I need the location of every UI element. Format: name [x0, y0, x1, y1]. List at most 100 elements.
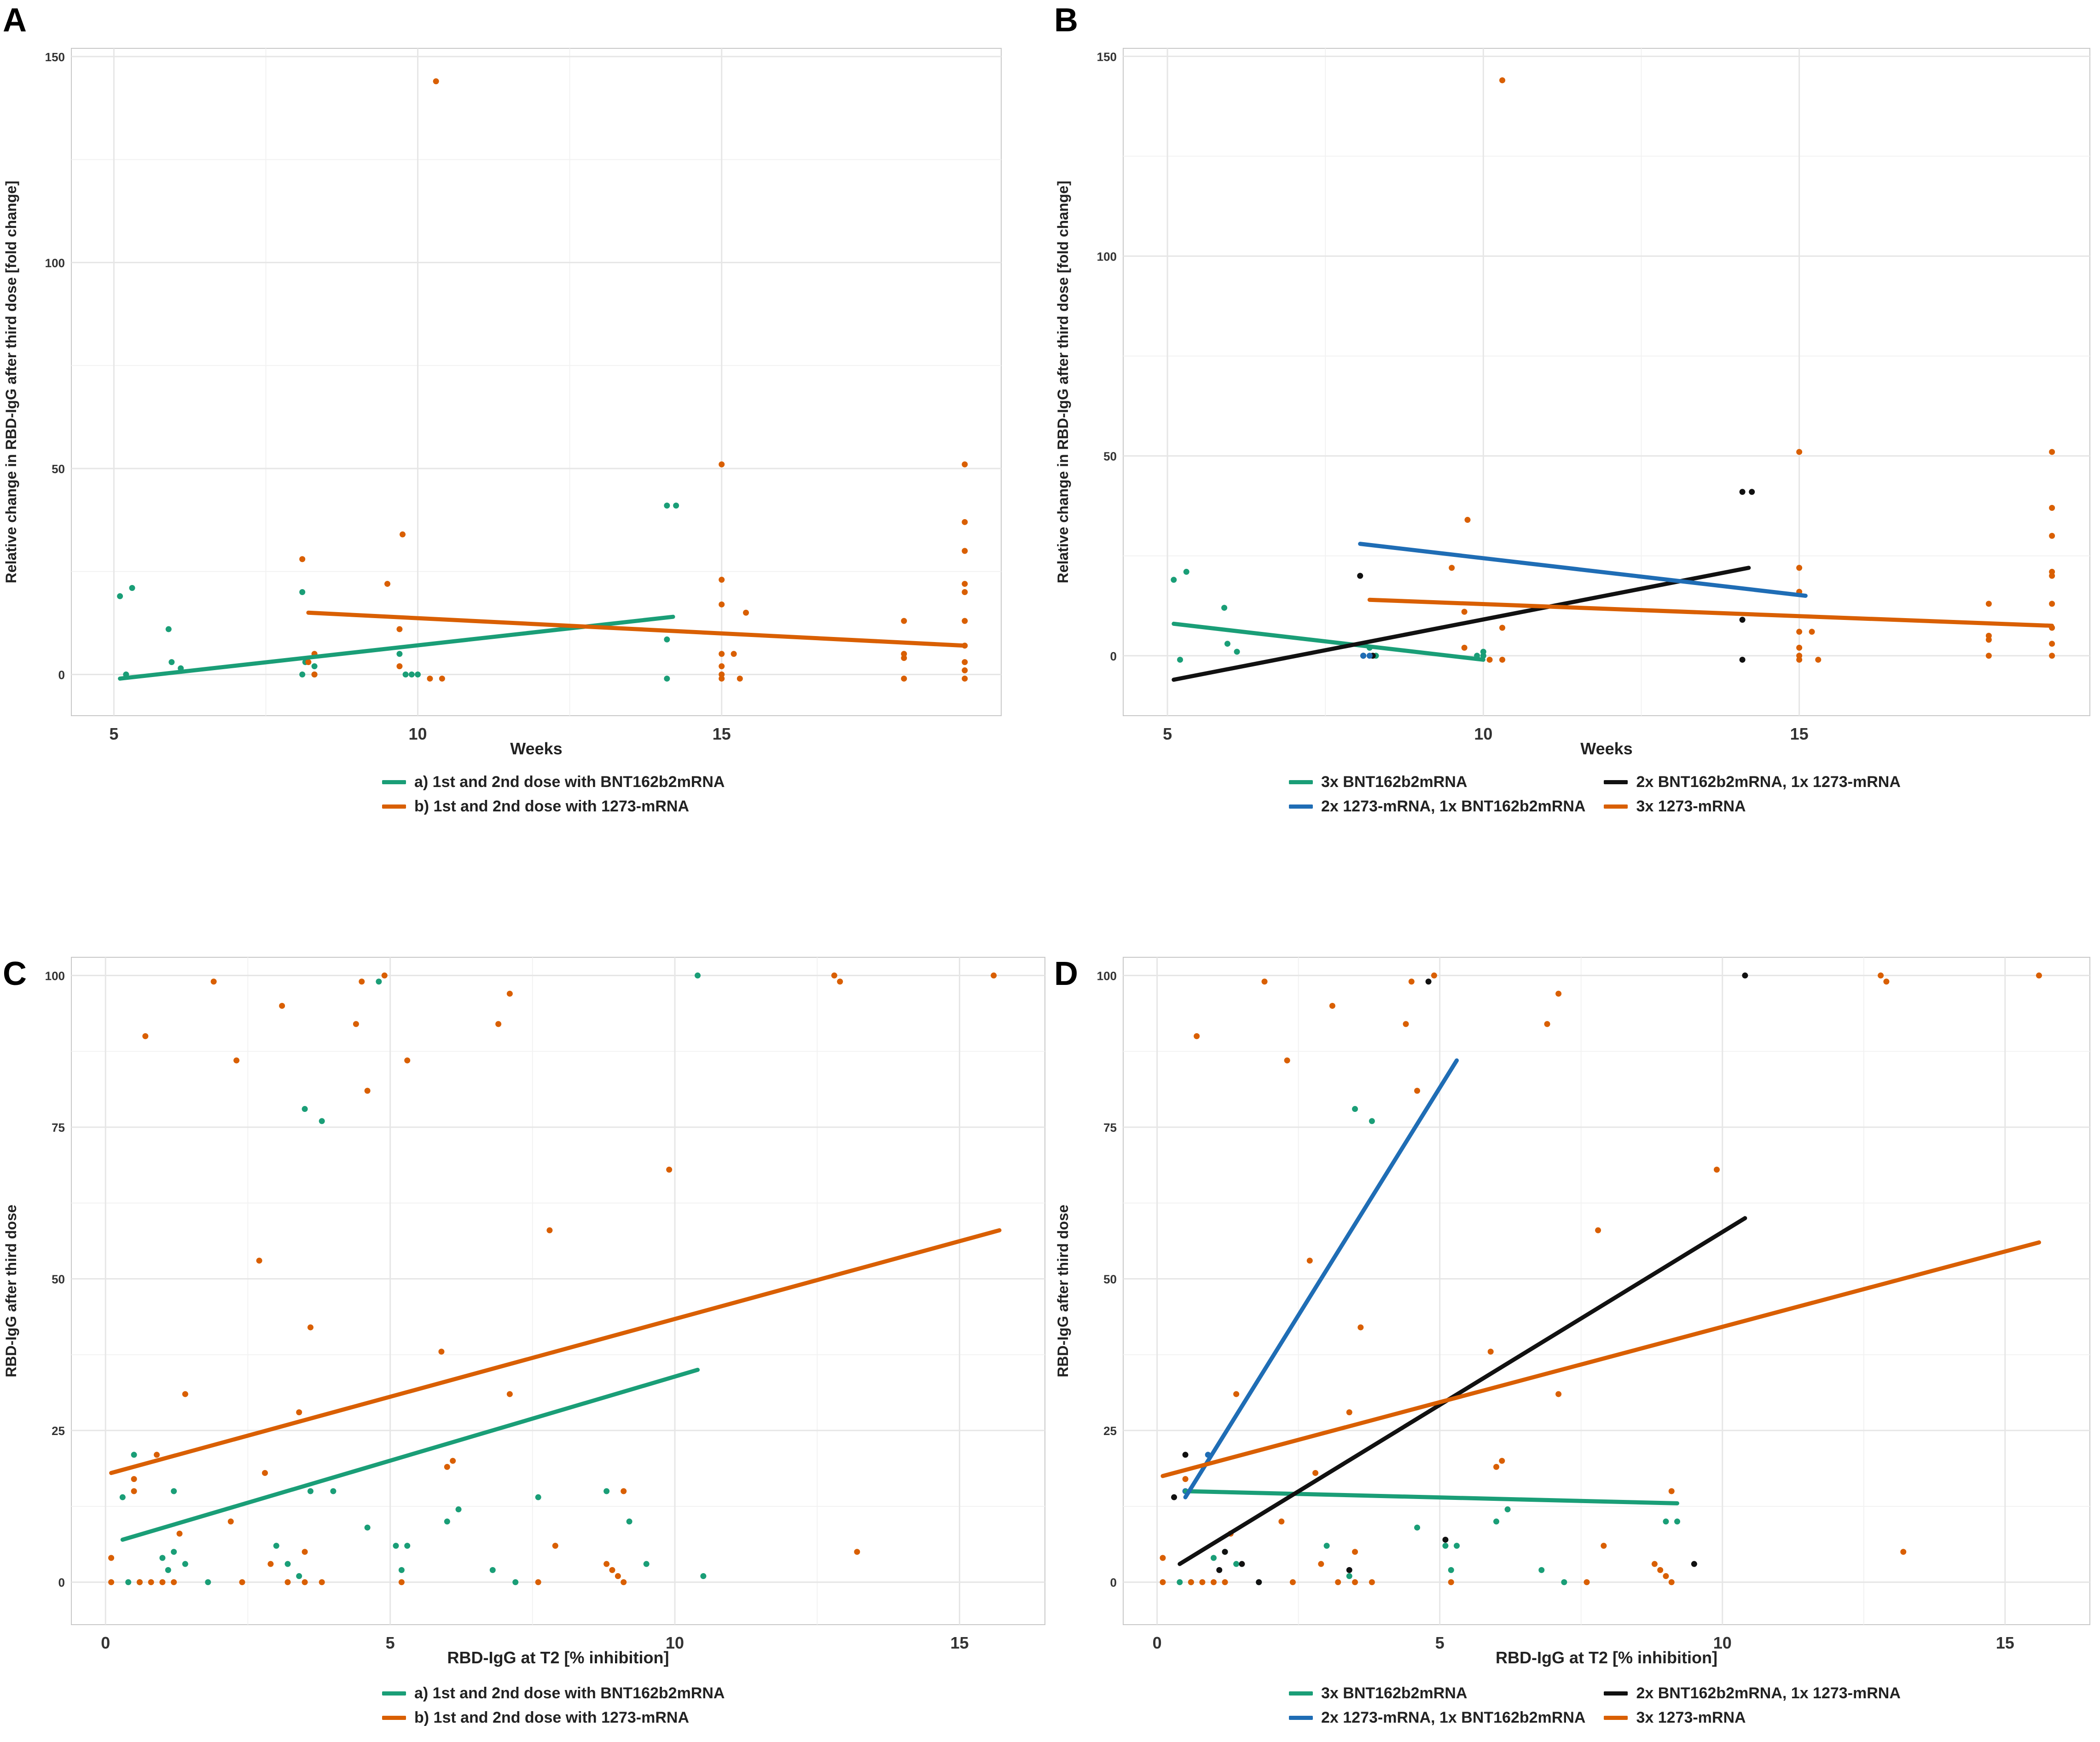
data-point: [1352, 1106, 1358, 1112]
data-point: [831, 972, 837, 979]
data-point: [1360, 653, 1367, 659]
data-point: [615, 1573, 621, 1580]
data-point: [621, 1579, 627, 1586]
data-point: [396, 663, 403, 670]
y-tick-label: 25: [1103, 1424, 1117, 1438]
data-point: [439, 675, 445, 682]
legend-item: b) 1st and 2nd dose with 1273-mRNA: [382, 1709, 725, 1727]
data-point: [1713, 1166, 1720, 1173]
data-point: [2049, 601, 2055, 607]
x-tick-label: 0: [101, 1633, 110, 1652]
data-point: [165, 626, 172, 632]
data-point: [1561, 1579, 1567, 1586]
legend-label: 2x BNT162b2mRNA, 1x 1273-mRNA: [1636, 1684, 1901, 1702]
legend-label: 2x 1273-mRNA, 1x BNT162b2mRNA: [1321, 798, 1586, 815]
data-point: [396, 651, 403, 657]
data-point: [962, 461, 968, 468]
y-tick-label: 0: [58, 1576, 65, 1590]
data-point: [2036, 972, 2042, 979]
legend-label: 3x 1273-mRNA: [1636, 798, 1746, 815]
legend-label: 3x BNT162b2mRNA: [1321, 1684, 1468, 1702]
data-point: [1346, 1409, 1352, 1416]
data-point: [284, 1579, 291, 1586]
legend-item: 2x BNT162b2mRNA, 1x 1273-mRNA: [1604, 1684, 1901, 1702]
data-point: [1160, 1555, 1166, 1561]
data-point: [1544, 1021, 1550, 1027]
data-point: [296, 1573, 302, 1580]
data-point: [506, 990, 513, 997]
data-point: [1323, 1543, 1330, 1549]
y-tick-label: 100: [1097, 249, 1117, 263]
data-point: [2049, 532, 2055, 539]
data-point: [1346, 1573, 1352, 1580]
data-point: [1796, 656, 1803, 663]
data-point: [353, 1021, 359, 1027]
x-axis-title: RBD-IgG at T2 [% inhibition]: [1496, 1648, 1717, 1667]
data-point: [643, 1561, 650, 1567]
chart-panel-c: 0 5 10 15 0 25 50 75 100 RBD-IgG at T2 [% inhibit…: [3, 957, 1045, 1667]
data-point: [1584, 1579, 1590, 1586]
data-point: [319, 1118, 325, 1124]
data-point: [2049, 573, 2055, 579]
data-point: [1177, 656, 1183, 663]
data-point: [427, 675, 433, 682]
y-tick-label: 25: [52, 1424, 65, 1438]
x-tick-label: 5: [1435, 1633, 1444, 1652]
data-point: [433, 78, 439, 85]
data-point: [1222, 1549, 1228, 1555]
data-point: [393, 1543, 399, 1549]
regression-line: [1358, 542, 1808, 598]
data-point: [108, 1555, 115, 1561]
legend-swatch: [1604, 1716, 1628, 1720]
data-point: [1674, 1518, 1681, 1525]
data-point: [1985, 653, 1992, 659]
data-point: [1499, 1458, 1505, 1464]
data-point: [1448, 1579, 1454, 1586]
data-point: [376, 978, 382, 985]
data-point: [1796, 644, 1803, 651]
data-point: [1448, 1567, 1454, 1573]
data-point: [1216, 1567, 1223, 1573]
x-axis-title: RBD-IgG at T2 [% inhibition]: [447, 1648, 669, 1667]
data-point: [1425, 978, 1432, 985]
data-point: [837, 978, 843, 985]
data-point: [1815, 656, 1822, 663]
x-tick-label: 5: [109, 724, 118, 743]
data-point: [205, 1579, 211, 1586]
data-point: [1663, 1518, 1669, 1525]
data-point: [108, 1579, 115, 1586]
data-point: [719, 577, 725, 583]
data-point: [1210, 1579, 1217, 1586]
data-point: [1691, 1561, 1697, 1567]
y-tick-label: 100: [45, 256, 65, 270]
data-point: [1414, 1524, 1421, 1531]
data-point: [415, 671, 421, 677]
y-tick-label: 50: [52, 462, 65, 476]
data-point: [1487, 1348, 1494, 1355]
data-point: [227, 1518, 234, 1525]
legend-swatch: [1604, 780, 1628, 784]
data-point: [1985, 632, 1992, 639]
data-point: [1431, 972, 1437, 979]
data-point: [962, 618, 968, 624]
data-point: [159, 1555, 166, 1561]
data-point: [506, 1391, 513, 1397]
data-point: [273, 1543, 279, 1549]
plot-area: [1123, 957, 2090, 1625]
legend-item: a) 1st and 2nd dose with BNT162b2mRNA: [382, 1684, 725, 1702]
data-point: [1442, 1543, 1449, 1549]
y-tick-label: 150: [1097, 50, 1117, 64]
data-point: [664, 636, 670, 642]
data-point: [1284, 1057, 1290, 1064]
data-point: [1985, 601, 1992, 607]
data-point: [165, 1567, 171, 1573]
data-point: [1183, 568, 1189, 575]
data-point: [408, 671, 415, 677]
data-point: [307, 1324, 313, 1331]
legend-swatch: [1289, 1716, 1313, 1720]
legend-panel-b: 3x BNT162b2mRNA 2x BNT162b2mRNA, 1x 1273-…: [1289, 773, 1901, 816]
x-tick-label: 10: [409, 724, 427, 743]
data-point: [495, 1021, 502, 1027]
